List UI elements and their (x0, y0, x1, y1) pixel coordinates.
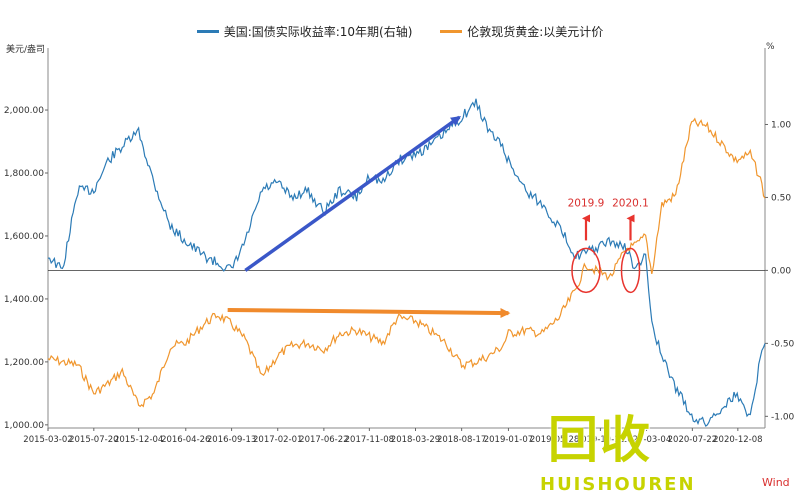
left-tick-label: 1,800.00 (4, 169, 44, 179)
x-tick-label: 2018-03-29 (391, 435, 440, 445)
legend-label-yield: 美国:国债实际收益率:10年期(右轴) (223, 25, 413, 39)
right-tick-label: -1.00 (771, 412, 795, 422)
series-line-yield (47, 98, 766, 428)
x-tick-label: 2015-12-04 (114, 435, 163, 445)
left-axis-unit: 美元/盎司 (6, 45, 46, 55)
x-tick-label: 2018-08-17 (437, 435, 486, 445)
annotation-circle (571, 247, 601, 294)
x-tick-label: 2019-05-28 (530, 435, 579, 445)
x-tick-label: 2015-07-20 (69, 435, 118, 445)
x-tick-label: 2017-06-22 (299, 435, 348, 445)
left-tick-label: 1,000.00 (4, 421, 44, 431)
annotation-label: 2020.1 (612, 197, 649, 209)
trend-arrow-gold (227, 307, 511, 319)
watermark-subtitle: HUISHOUREN (540, 474, 696, 495)
x-tick-label: 2020-12-08 (713, 435, 762, 445)
legend: 美国:国债实际收益率:10年期(右轴) 伦敦现货黄金:以美元计价 (0, 22, 800, 40)
watermark-logo: 回收 (548, 411, 652, 469)
x-tick-label: 2017-11-08 (345, 435, 394, 445)
left-tick-label: 1,600.00 (4, 232, 44, 242)
x-tick-label: 2020-07-22 (668, 435, 717, 445)
legend-item-gold: 伦敦现货黄金:以美元计价 (440, 23, 603, 40)
legend-swatch-gold (440, 30, 463, 33)
x-tick-label: 2016-09-13 (207, 435, 256, 445)
left-tick-label: 1,400.00 (4, 295, 44, 305)
source-label: Wind (762, 476, 790, 489)
x-tick-label: 2019-10-15 (576, 435, 625, 445)
x-tick-label: 2016-04-26 (161, 435, 210, 445)
x-tick-label: 2015-03-02 (23, 435, 72, 445)
x-tick-label: 2019-01-07 (484, 435, 533, 445)
left-tick-label: 1,200.00 (4, 358, 44, 368)
legend-swatch-yield (196, 30, 219, 33)
right-tick-label: 0.00 (771, 266, 791, 276)
x-tick-label: 2020-03-04 (622, 435, 671, 445)
series-line-gold (47, 117, 766, 408)
left-tick-label: 2,000.00 (4, 106, 44, 116)
legend-label-gold: 伦敦现货黄金:以美元计价 (467, 25, 604, 39)
right-tick-label: 0.50 (771, 193, 791, 203)
trend-arrow-yield (244, 115, 461, 272)
annotation-label: 2019.9 (568, 197, 605, 209)
annotation-circle (620, 247, 641, 294)
legend-item-yield: 美国:国债实际收益率:10年期(右轴) (196, 23, 413, 40)
right-axis-unit: % (766, 42, 775, 52)
right-tick-label: 1.00 (771, 120, 791, 130)
watermark: 回收 HUISHOUREN (540, 400, 770, 500)
right-tick-label: -0.50 (771, 339, 795, 349)
x-tick-label: 2017-02-01 (253, 435, 302, 445)
